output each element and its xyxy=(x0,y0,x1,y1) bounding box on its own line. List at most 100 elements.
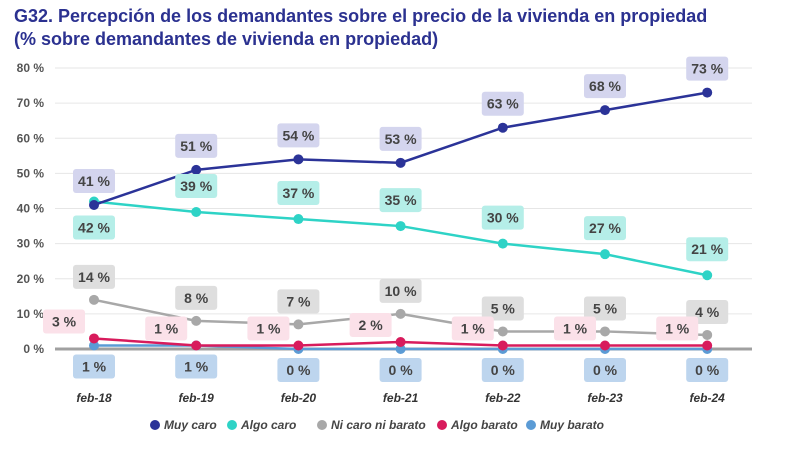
data-label-bg xyxy=(379,358,422,382)
data-point xyxy=(702,329,713,340)
data-label-bg xyxy=(686,237,729,262)
data-point xyxy=(497,122,508,133)
data-label-bg xyxy=(379,278,422,303)
x-tick-label: feb-20 xyxy=(281,391,317,405)
legend-label: Muy barato xyxy=(540,418,604,432)
y-tick-label: 20 % xyxy=(17,272,45,286)
data-label-bg xyxy=(73,264,115,289)
data-point xyxy=(395,221,406,232)
data-point xyxy=(89,199,99,210)
data-point xyxy=(191,207,202,218)
data-label-bg xyxy=(481,296,524,321)
data-point xyxy=(191,315,202,326)
data-point xyxy=(497,326,508,337)
data-point xyxy=(293,340,304,351)
data-point xyxy=(600,340,610,351)
data-label: 51 % xyxy=(180,138,212,154)
data-label-bg xyxy=(73,215,115,240)
data-label: 39 % xyxy=(180,178,212,194)
data-label: 2 % xyxy=(359,317,384,333)
data-point xyxy=(191,164,202,175)
data-label: 5 % xyxy=(593,300,618,316)
data-label-bg xyxy=(451,316,494,341)
chart-title: G32. Percepción de los demandantes sobre… xyxy=(14,5,707,51)
data-label: 73 % xyxy=(691,61,723,77)
data-label-bg xyxy=(277,123,320,148)
data-label: 42 % xyxy=(78,219,110,235)
data-label-bg xyxy=(584,296,626,321)
data-label-bg xyxy=(73,354,115,379)
data-label: 54 % xyxy=(282,127,314,143)
data-point xyxy=(395,157,406,168)
data-label-bg xyxy=(554,316,596,341)
data-point xyxy=(89,294,99,305)
data-point xyxy=(293,214,304,225)
data-label-bg xyxy=(584,216,626,241)
data-label: 8 % xyxy=(184,290,209,306)
data-label: 30 % xyxy=(487,210,519,226)
title: G32. Percepción de los demandantes sobre… xyxy=(14,6,708,26)
data-label-bg xyxy=(481,91,524,116)
y-tick-label: 50 % xyxy=(17,166,45,180)
data-label: 0 % xyxy=(491,362,516,378)
data-label: 14 % xyxy=(78,269,110,285)
data-label: 1 % xyxy=(184,358,209,374)
data-label-bg xyxy=(584,358,626,382)
data-label-bg xyxy=(379,126,422,151)
y-tick-label: 70 % xyxy=(17,96,45,110)
data-point xyxy=(497,340,508,351)
legend-marker xyxy=(526,420,536,430)
subtitle: (% sobre demandantes de vivienda en prop… xyxy=(14,29,439,49)
data-label: 35 % xyxy=(385,192,417,208)
data-label-bg xyxy=(686,56,729,81)
legend-marker xyxy=(437,420,447,430)
data-label-bg xyxy=(175,174,218,199)
data-label-bg xyxy=(481,205,524,230)
data-label-bg xyxy=(379,188,422,213)
x-tick-label: feb-21 xyxy=(383,391,419,405)
data-point xyxy=(600,249,610,260)
legend-marker xyxy=(150,420,160,430)
data-label: 10 % xyxy=(385,283,417,299)
y-tick-label: 0 % xyxy=(23,342,44,356)
data-label-bg xyxy=(175,285,218,310)
data-label: 1 % xyxy=(461,320,486,336)
data-label: 63 % xyxy=(487,96,519,112)
legend-label: Ni caro ni barato xyxy=(331,418,426,432)
data-point xyxy=(702,270,713,281)
x-tick-label: feb-23 xyxy=(587,391,623,405)
data-label: 5 % xyxy=(491,300,516,316)
legend-label: Algo barato xyxy=(450,418,518,432)
data-label-bg xyxy=(686,358,729,382)
data-label: 0 % xyxy=(286,362,311,378)
data-label: 7 % xyxy=(286,293,311,309)
data-label: 27 % xyxy=(589,220,621,236)
data-label-bg xyxy=(43,309,85,334)
data-label: 0 % xyxy=(389,362,414,378)
data-label: 21 % xyxy=(691,241,723,257)
data-point xyxy=(600,105,610,116)
data-point xyxy=(395,344,406,354)
data-label: 1 % xyxy=(154,320,179,336)
data-label-bg xyxy=(175,354,218,379)
data-label-bg xyxy=(277,358,320,382)
data-label: 68 % xyxy=(589,78,621,94)
data-label: 37 % xyxy=(282,185,314,201)
data-label-bg xyxy=(481,358,524,382)
y-tick-label: 60 % xyxy=(17,131,45,145)
data-point xyxy=(293,154,304,165)
data-label: 41 % xyxy=(78,173,110,189)
data-label-bg xyxy=(277,289,320,314)
data-label: 1 % xyxy=(256,320,281,336)
data-label: 53 % xyxy=(385,131,417,147)
data-point xyxy=(702,87,713,98)
data-label-bg xyxy=(277,181,320,206)
data-label-bg xyxy=(175,133,218,158)
data-point xyxy=(191,340,202,351)
data-point xyxy=(89,333,99,344)
data-point xyxy=(497,238,508,249)
x-tick-label: feb-18 xyxy=(76,391,112,405)
data-label-bg xyxy=(584,74,626,99)
data-point xyxy=(395,308,406,319)
